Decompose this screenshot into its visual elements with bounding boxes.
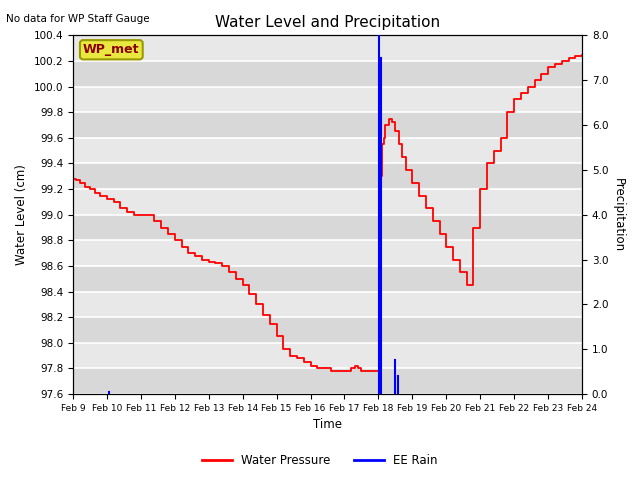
Bar: [73, 61, 582, 86]
Bar: [73, 343, 582, 369]
Bar: [73, 292, 582, 317]
Title: Water Level and Precipitation: Water Level and Precipitation: [215, 15, 440, 30]
Bar: [73, 86, 582, 112]
Legend: Water Pressure, EE Rain: Water Pressure, EE Rain: [198, 449, 442, 472]
Y-axis label: Water Level (cm): Water Level (cm): [15, 164, 28, 265]
Y-axis label: Precipitation: Precipitation: [612, 178, 625, 252]
Bar: [73, 112, 582, 138]
Text: No data for WP Staff Gauge: No data for WP Staff Gauge: [6, 14, 150, 24]
Bar: [73, 369, 582, 394]
Bar: [73, 164, 582, 189]
Bar: [73, 138, 582, 164]
Bar: [73, 36, 582, 61]
Bar: [73, 240, 582, 266]
Bar: [73, 189, 582, 215]
Bar: [73, 215, 582, 240]
Text: WP_met: WP_met: [83, 43, 140, 56]
Bar: [73, 317, 582, 343]
X-axis label: Time: Time: [313, 419, 342, 432]
Bar: [73, 266, 582, 292]
Bar: [73, 10, 582, 36]
